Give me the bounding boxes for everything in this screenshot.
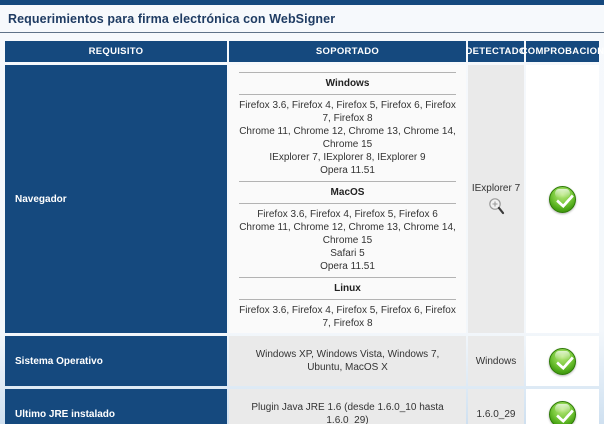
page-title: Requerimientos para firma electrónica co…	[8, 12, 336, 26]
table-header-soportado: SOPORTADO	[229, 41, 466, 62]
row-label-jre: Ultimo JRE instalado	[5, 389, 227, 424]
section-divider	[239, 277, 456, 278]
browser-list-line: Chrome 11, Chrome 12, Chrome 13, Chrome …	[239, 222, 456, 246]
detected-cell-jre: 1.6.0_29	[468, 389, 524, 424]
table-header-comprobacion: COMPROBACION	[521, 41, 604, 62]
browser-list-line: Firefox 3.6, Firefox 4, Firefox 5, Firef…	[239, 305, 456, 329]
browser-list-line: Safari 5	[330, 248, 365, 259]
row-label-navegador: Navegador	[5, 65, 227, 333]
check-cell-jre	[526, 389, 599, 424]
requirements-table: REQUISITO SOPORTADO DETECTADO COMPROBACI…	[5, 41, 604, 424]
section-divider	[239, 72, 456, 73]
title-divider	[0, 32, 604, 33]
browser-list-line: Opera 11.51	[320, 261, 375, 272]
row-label-sistema-operativo: Sistema Operativo	[5, 336, 227, 386]
table-header-requisito: REQUISITO	[5, 41, 227, 62]
browser-list-line: Chrome 11, Chrome 12, Chrome 13, Chrome …	[239, 126, 456, 150]
check-cell-navegador	[526, 65, 599, 333]
browser-list-line: Opera 11.51	[320, 165, 375, 176]
os-section-title-linux: Linux	[334, 283, 361, 294]
table-header-detectado: DETECTADO	[465, 41, 526, 62]
green-check-icon	[549, 347, 576, 375]
os-section-title-macos: MacOS	[330, 187, 365, 198]
detected-value: Windows	[475, 355, 517, 367]
supported-value: Windows XP, Windows Vista, Windows 7, Ub…	[255, 349, 440, 373]
browser-list-line: Firefox 3.6, Firefox 4, Firefox 5, Firef…	[257, 209, 438, 220]
supported-cell-jre: Plugin Java JRE 1.6 (desde 1.6.0_10 hast…	[229, 389, 466, 424]
detected-value: IExplorer 7	[471, 183, 521, 194]
detected-cell-sistema-operativo: Windows	[468, 336, 524, 386]
green-check-icon	[549, 185, 576, 213]
green-check-icon	[549, 400, 576, 424]
browser-list-line: Firefox 3.6, Firefox 4, Firefox 5, Firef…	[239, 100, 456, 124]
magnifier-icon[interactable]	[488, 197, 505, 215]
supported-cell-sistema-operativo: Windows XP, Windows Vista, Windows 7, Ub…	[229, 336, 466, 386]
detected-value: 1.6.0_29	[476, 408, 516, 420]
check-cell-sistema-operativo	[526, 336, 599, 386]
detected-cell-navegador: IExplorer 7	[468, 65, 524, 333]
supported-cell-navegador: Windows Firefox 3.6, Firefox 4, Firefox …	[229, 65, 466, 333]
section-divider	[239, 299, 456, 300]
section-divider	[239, 94, 456, 95]
section-divider	[239, 203, 456, 204]
os-section-title-windows: Windows	[325, 78, 370, 89]
supported-value: Plugin Java JRE 1.6 (desde 1.6.0_10 hast…	[251, 402, 444, 424]
browser-list-line: IExplorer 7, IExplorer 8, IExplorer 9	[269, 152, 426, 163]
top-navy-bar	[0, 0, 604, 5]
section-divider	[239, 181, 456, 182]
